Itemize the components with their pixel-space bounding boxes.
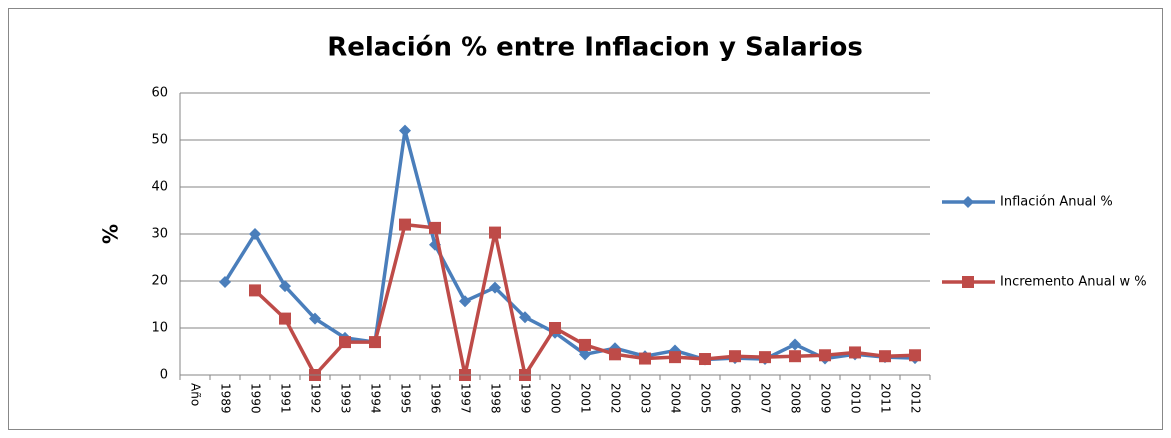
chart-title: Relación % entre Inflacion y Salarios [327,33,863,63]
marker [279,280,291,293]
x-tick-label: 1992 [309,383,323,414]
y-tick-label: 60 [151,86,168,101]
x-tick-label: 1997 [459,383,473,414]
marker [399,124,411,137]
marker [789,350,801,363]
marker [579,348,591,361]
y-axis-label: % [99,224,123,244]
x-tick-label: 2001 [579,383,593,414]
marker [819,349,831,362]
x-tick-label: 2007 [759,383,773,414]
x-tick-label: 1991 [279,383,293,414]
marker [669,351,681,364]
marker [549,322,561,334]
marker [519,311,531,324]
marker [759,351,771,364]
x-tick-label: 1994 [369,383,383,414]
marker [699,353,711,366]
marker [459,295,471,308]
y-tick-label: 0 [160,368,168,383]
x-tick-label: 2010 [849,383,863,414]
x-tick-label: 2002 [609,383,623,414]
legend-marker [962,196,974,208]
x-tick-label: 2006 [729,383,743,414]
x-tick-label: 2012 [909,383,923,414]
x-tick-label: 2004 [669,383,683,414]
marker [429,221,441,234]
marker [489,281,501,294]
marker [639,352,651,365]
y-tick-label: 50 [151,133,168,148]
x-tick-label: Año [189,383,203,406]
marker [279,312,291,325]
y-tick-label: 40 [151,180,168,195]
x-tick-label: 1999 [519,383,533,414]
x-tick-label: 2008 [789,383,803,414]
marker [489,226,501,239]
x-tick-label: 1989 [219,383,233,414]
legend-label: Inflación Anual % [1000,195,1113,210]
marker [249,284,261,297]
marker [849,346,861,359]
marker [789,338,801,351]
x-tick-label: 1996 [429,383,443,414]
x-tick-label: 2011 [879,383,893,414]
marker [249,228,261,240]
legend-label: Incremento Anual w % [1000,275,1147,290]
marker [729,350,741,363]
series-line [223,128,916,362]
marker [399,218,411,231]
chart-border [8,8,1163,430]
x-tick-label: 2005 [699,383,713,414]
x-tick-label: 1995 [399,383,413,414]
marker [879,350,891,363]
y-tick-label: 20 [151,274,168,289]
marker [909,349,921,362]
y-tick-label: 10 [151,321,168,336]
x-tick-label: 2009 [819,383,833,414]
marker [219,275,231,288]
marker [369,336,381,349]
marker [579,338,591,351]
marker [339,336,351,349]
marker [309,312,321,325]
legend-marker [962,276,974,288]
marker [609,348,621,361]
x-tick-label: 2003 [639,383,653,414]
y-tick-label: 30 [151,227,168,242]
x-tick-label: 1990 [249,383,263,414]
x-tick-label: 1993 [339,383,353,414]
x-tick-label: 1998 [489,383,503,414]
x-tick-label: 2000 [549,383,563,414]
